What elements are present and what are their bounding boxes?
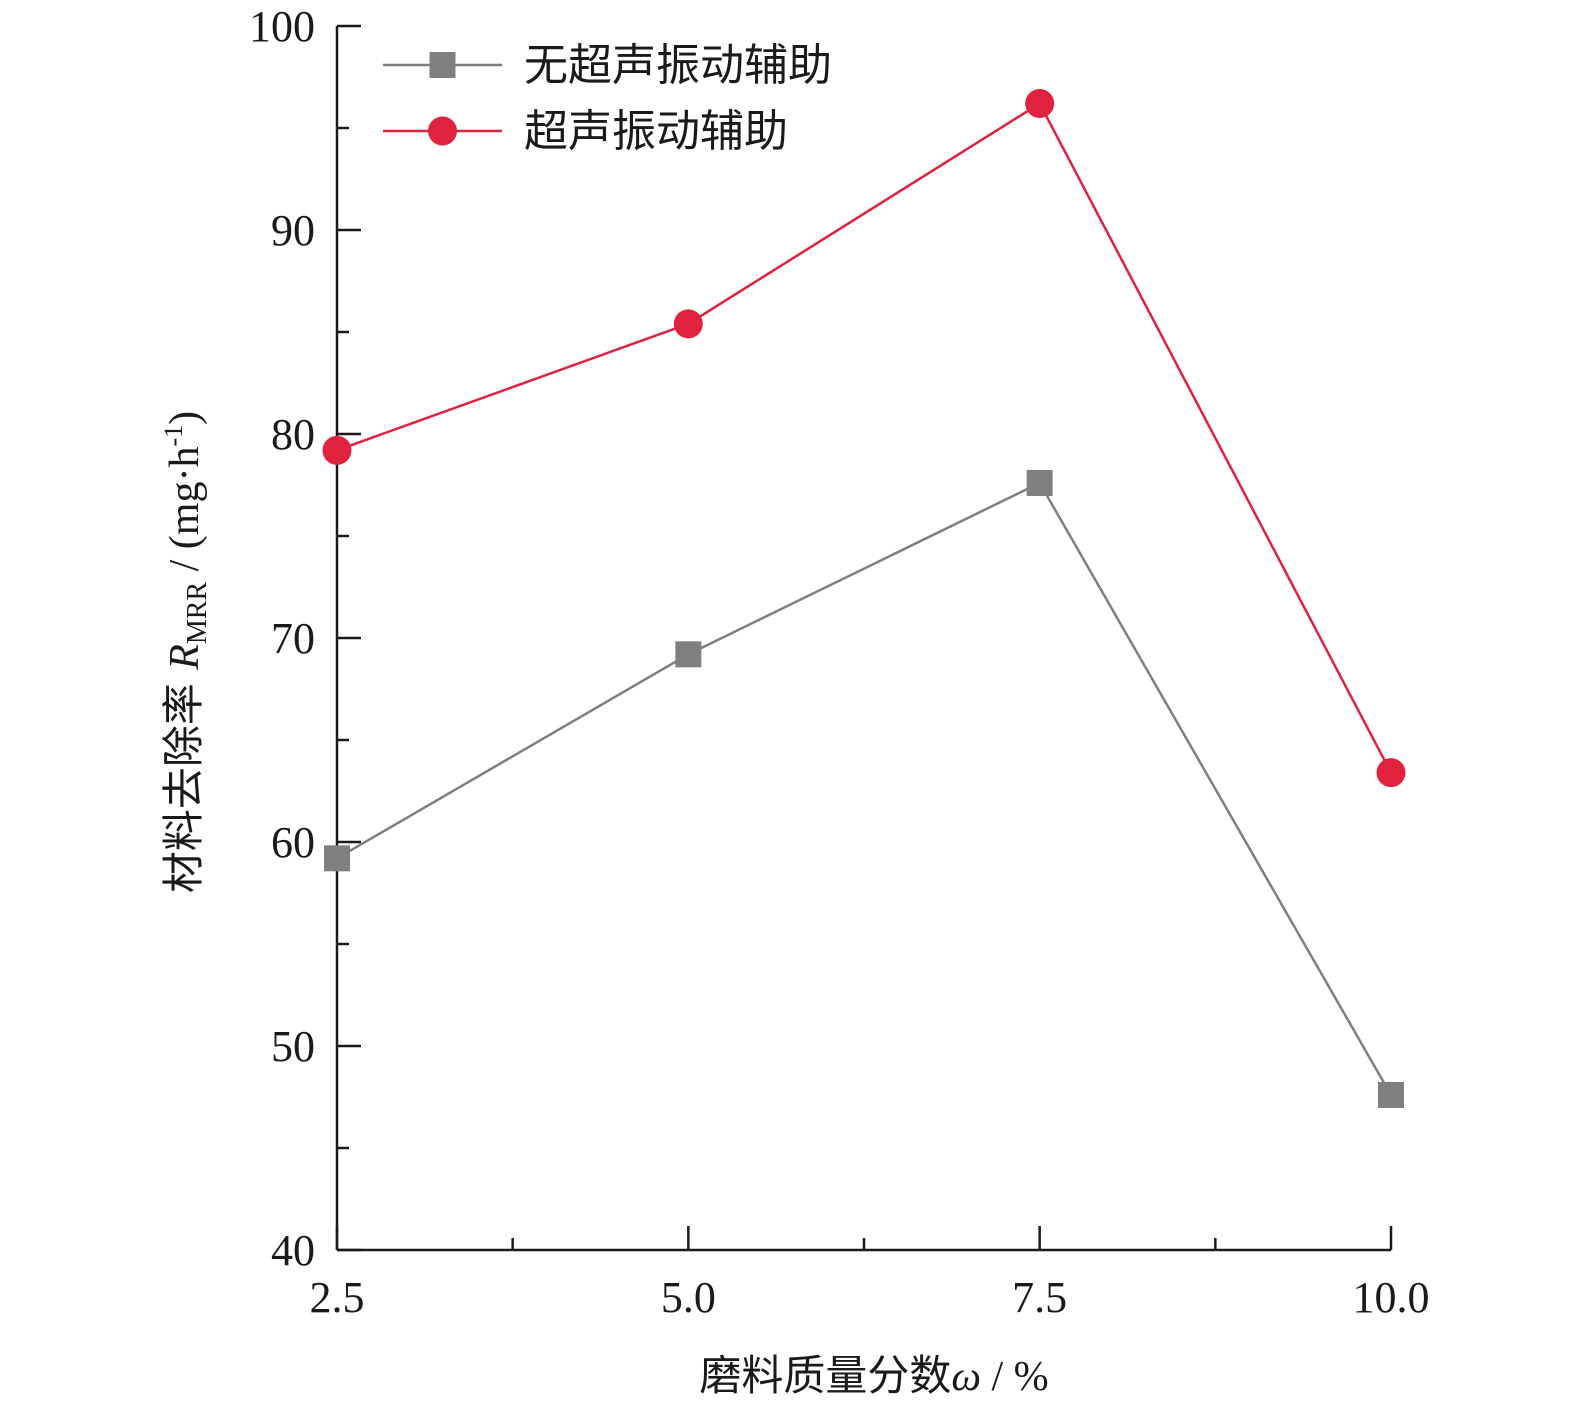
legend-item: 无超声振动辅助	[383, 40, 832, 91]
axes: 40 50 60 70 80 90 100 2.5 5.0 7.5 10.0	[249, 2, 1430, 1322]
legend-marker-circle	[428, 116, 457, 146]
x-tick-label: 2.5	[310, 1273, 365, 1322]
data-point-square	[675, 641, 702, 668]
axis-titles: 磨料质量分数ω / % 材料去除率 RMRR / (mg·h-1)	[159, 411, 1049, 1400]
series-line	[336, 101, 1393, 774]
y-tick-label: 100	[249, 2, 315, 51]
data-point-circle	[1025, 89, 1055, 119]
legend-item: 超声振动辅助	[383, 106, 788, 157]
x-axis-title: 磨料质量分数ω / %	[699, 1351, 1048, 1400]
y-axis-title-subscript: MRR	[182, 582, 213, 645]
data-point-circle	[673, 309, 703, 339]
data-point-square	[324, 845, 350, 872]
x-axis-title-text: 磨料质量分数	[699, 1351, 951, 1400]
x-tick-label: 5.0	[661, 1273, 716, 1322]
y-axis-title-unit-suffix: )	[162, 411, 208, 425]
y-axis-title-superscript: -1	[159, 425, 188, 447]
y-tick-label: 50	[271, 1022, 315, 1071]
series-layer	[322, 89, 1406, 1108]
x-tick-label: 7.5	[1012, 1273, 1067, 1322]
series-group	[324, 469, 1404, 1108]
y-axis-title: 材料去除率 RMRR / (mg·h-1)	[159, 411, 213, 893]
x-axis-title-symbol: ω	[951, 1354, 981, 1400]
y-axis-title-symbol: R	[162, 644, 208, 671]
y-axis-title-text: 材料去除率	[159, 670, 208, 893]
x-axis-title-unit: / %	[981, 1354, 1049, 1400]
legend-label: 无超声振动辅助	[524, 40, 832, 91]
y-tick-label: 90	[271, 206, 315, 255]
data-point-circle	[1376, 758, 1406, 788]
series-group	[322, 89, 1406, 788]
y-tick-label: 40	[271, 1226, 315, 1275]
data-point-square	[1026, 469, 1053, 496]
x-tick-label: 10.0	[1353, 1273, 1430, 1322]
y-tick-label: 70	[271, 614, 315, 663]
y-axis-title-unit-prefix: / (mg·h	[162, 447, 208, 582]
data-point-square	[1378, 1081, 1404, 1108]
series-line	[336, 481, 1393, 1096]
y-tick-label: 80	[271, 410, 315, 459]
y-tick-label: 60	[271, 818, 315, 867]
legend-marker-square	[429, 52, 456, 78]
legend-label: 超声振动辅助	[524, 106, 788, 157]
data-point-circle	[322, 435, 352, 465]
